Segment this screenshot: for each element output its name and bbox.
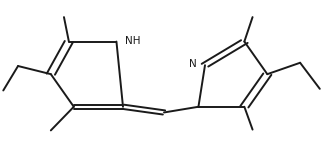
Text: N: N [189,59,197,69]
Text: NH: NH [125,36,140,46]
